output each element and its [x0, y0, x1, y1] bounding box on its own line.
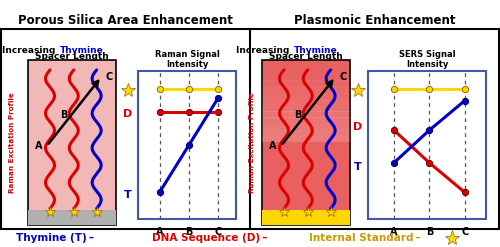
Bar	[262, 130, 350, 136]
Text: D: D	[354, 122, 362, 132]
Text: Spacer Length: Spacer Length	[269, 52, 343, 61]
Text: Plasmonic Enhancement: Plasmonic Enhancement	[294, 15, 456, 27]
Text: A: A	[390, 227, 398, 237]
Text: T: T	[124, 190, 132, 200]
Text: A: A	[35, 141, 43, 151]
Bar	[1, 29, 499, 229]
Text: Raman Excitation Profile: Raman Excitation Profile	[9, 92, 15, 193]
Bar	[262, 210, 350, 225]
Text: C: C	[339, 71, 346, 82]
Bar	[262, 105, 350, 112]
Text: C: C	[105, 71, 112, 82]
Text: Thymine: Thymine	[60, 46, 104, 55]
Bar	[262, 117, 350, 124]
Bar	[262, 124, 350, 130]
Text: DNA Sequence (D) –: DNA Sequence (D) –	[152, 233, 268, 243]
Text: Raman Signal
Intensity: Raman Signal Intensity	[154, 50, 220, 69]
Bar	[262, 111, 350, 118]
Text: Thymine (T) –: Thymine (T) –	[16, 233, 94, 243]
Bar	[28, 60, 116, 225]
Text: Increasing: Increasing	[236, 46, 293, 55]
Bar	[262, 68, 350, 74]
Text: Increasing: Increasing	[2, 46, 59, 55]
Text: B: B	[294, 110, 302, 120]
Text: D: D	[124, 109, 132, 119]
Text: SERS Signal
Intensity: SERS Signal Intensity	[398, 50, 456, 69]
Text: C: C	[461, 227, 468, 237]
Text: B: B	[426, 227, 433, 237]
Text: T: T	[354, 162, 362, 172]
Text: A: A	[269, 141, 277, 151]
Bar	[262, 74, 350, 81]
Bar	[262, 80, 350, 87]
Bar	[368, 71, 486, 219]
Text: Thymine: Thymine	[294, 46, 338, 55]
Text: Porous Silica Area Enhancement: Porous Silica Area Enhancement	[18, 15, 233, 27]
Bar	[28, 210, 116, 225]
Text: A: A	[156, 227, 164, 237]
Text: B: B	[60, 110, 68, 120]
Bar	[262, 136, 350, 143]
Text: Raman Excitation Profile: Raman Excitation Profile	[249, 92, 255, 193]
Bar	[262, 99, 350, 105]
Text: Spacer Length: Spacer Length	[35, 52, 109, 61]
Bar	[262, 60, 350, 225]
Bar	[138, 71, 236, 219]
Bar	[262, 93, 350, 99]
Text: Internal Standard –: Internal Standard –	[309, 233, 421, 243]
Bar	[262, 86, 350, 93]
Text: B: B	[186, 227, 192, 237]
Text: C: C	[214, 227, 222, 237]
